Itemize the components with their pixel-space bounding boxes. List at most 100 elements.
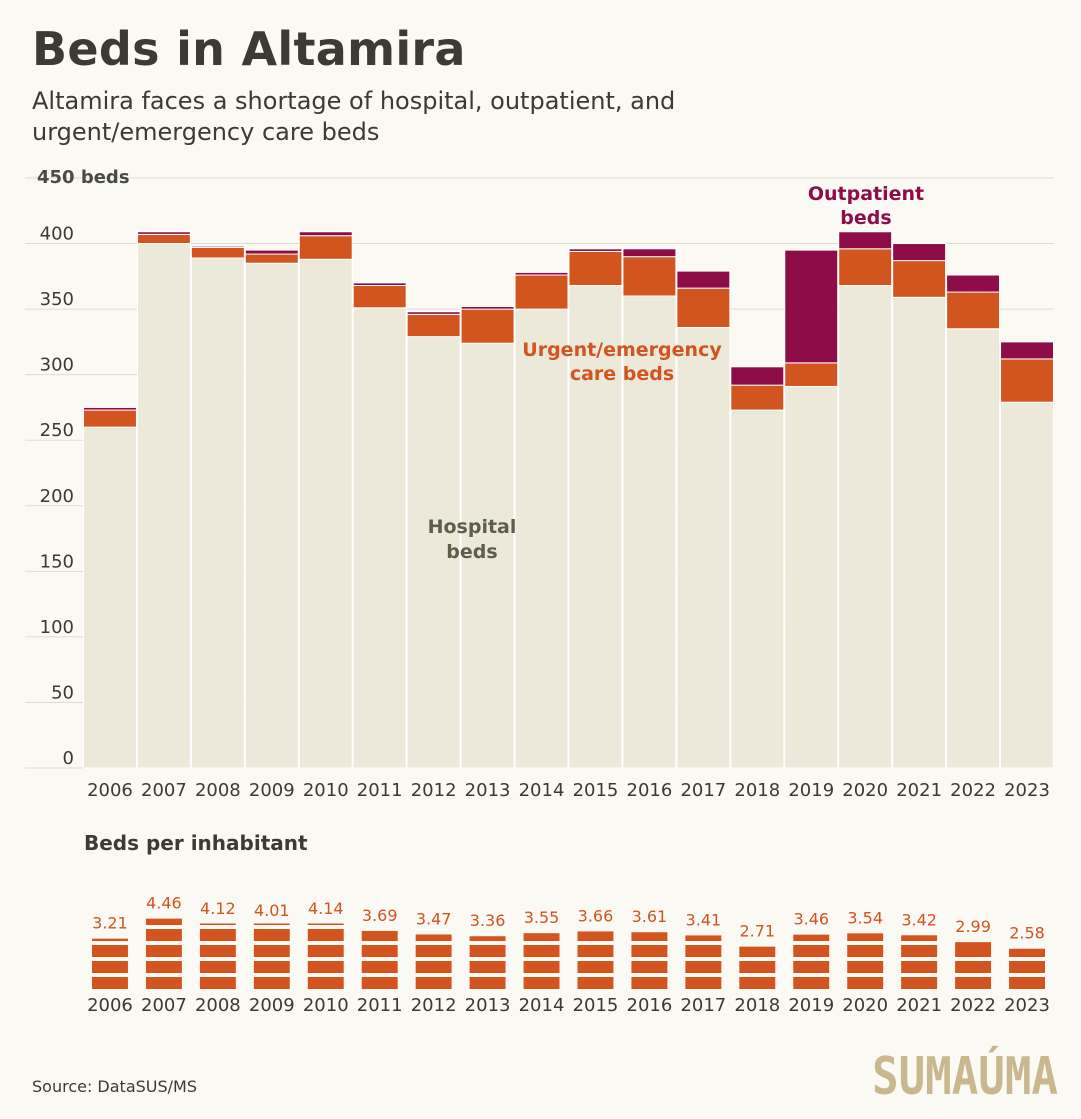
per-capita-segment — [1009, 948, 1045, 957]
y-tick-label: 50 — [51, 682, 74, 703]
y-tick-label: 150 — [40, 551, 74, 572]
y-tick-label: 100 — [40, 617, 74, 638]
per-capita-segment — [577, 931, 614, 941]
per-capita-segment — [631, 932, 668, 941]
per-capita-segment — [739, 946, 776, 957]
urgent-bar — [83, 409, 137, 428]
per-capita-value-label: 3.54 — [847, 908, 883, 927]
per-capita-value-label: 3.47 — [416, 909, 452, 928]
x-tick-label: 2020 — [842, 780, 888, 801]
per-capita-x-label: 2020 — [842, 995, 888, 1016]
per-capita-segment — [145, 929, 182, 941]
outpatient-bar — [676, 270, 731, 289]
per-capita-segment — [955, 961, 992, 973]
hospital-bar — [892, 296, 947, 769]
hospital-series-label: Hospital — [428, 516, 517, 538]
per-capita-value-label: 3.61 — [632, 907, 668, 926]
hospital-bar — [730, 409, 785, 769]
hospital-series-label: beds — [446, 541, 497, 563]
per-capita-x-label: 2010 — [303, 995, 349, 1016]
x-tick-label: 2013 — [465, 780, 511, 801]
per-capita-segment — [469, 936, 506, 941]
per-capita-segment — [469, 961, 506, 973]
hospital-bar — [784, 385, 839, 769]
per-capita-segment — [793, 961, 830, 973]
per-capita-segment — [739, 961, 776, 973]
per-capita-segment — [685, 945, 722, 957]
per-capita-segment — [253, 961, 290, 973]
per-capita-segment — [145, 977, 182, 989]
per-capita-segment — [955, 942, 992, 957]
x-tick-label: 2007 — [141, 780, 187, 801]
x-tick-label: 2012 — [411, 780, 457, 801]
urgent-bar — [730, 384, 785, 411]
per-capita-segment — [415, 934, 452, 941]
outpatient-bar — [838, 231, 893, 250]
svg-text:SUMAÚMA: SUMAÚMA — [872, 1045, 1058, 1106]
urgent-series-label: care beds — [570, 363, 674, 385]
per-capita-value-label: 2.71 — [739, 922, 775, 941]
outpatient-bar — [406, 311, 461, 315]
hospital-bar — [190, 257, 245, 769]
urgent-bar — [622, 256, 677, 297]
hospital-bar — [298, 258, 353, 769]
per-capita-value-label: 3.69 — [362, 906, 398, 925]
per-capita-segment — [253, 929, 290, 941]
per-capita-value-label: 3.46 — [793, 910, 829, 929]
per-capita-segment — [361, 977, 398, 989]
y-tick-label: 200 — [40, 486, 74, 507]
per-capita-segment — [685, 977, 722, 989]
per-capita-title: Beds per inhabitant — [84, 831, 308, 855]
urgent-bar — [568, 250, 623, 287]
per-capita-segment — [739, 977, 776, 989]
per-capita-segment — [145, 961, 182, 973]
per-capita-x-label: 2015 — [573, 995, 619, 1016]
outpatient-bar — [622, 248, 677, 258]
per-capita-segment — [901, 977, 938, 989]
per-capita-segment — [847, 977, 884, 989]
per-capita-value-label: 4.12 — [200, 899, 236, 918]
per-capita-value-label: 4.01 — [254, 901, 290, 920]
per-capita-segment — [577, 977, 614, 989]
x-tick-label: 2009 — [249, 780, 295, 801]
x-tick-label: 2016 — [627, 780, 673, 801]
urgent-bar — [298, 235, 353, 260]
y-top-label: 450 beds — [37, 167, 130, 188]
per-capita-value-label: 2.58 — [1009, 924, 1045, 943]
per-capita-segment — [901, 961, 938, 973]
per-capita-segment — [307, 945, 344, 957]
hospital-bar — [514, 308, 569, 769]
per-capita-x-label: 2022 — [950, 995, 996, 1016]
outpatient-bar — [946, 274, 1001, 293]
outpatient-bar — [460, 305, 515, 310]
per-capita-value-label: 2.99 — [955, 917, 991, 936]
per-capita-segment — [793, 977, 830, 989]
per-capita-segment — [415, 945, 452, 957]
per-capita-value-label: 4.46 — [146, 894, 182, 913]
per-capita-segment — [685, 961, 722, 973]
outpatient-bar — [730, 366, 785, 386]
per-capita-segment — [901, 945, 938, 957]
urgent-bar — [1000, 358, 1054, 403]
hospital-bar — [352, 307, 407, 769]
per-capita-value-label: 3.36 — [470, 911, 506, 930]
per-capita-segment — [307, 923, 344, 925]
x-tick-label: 2010 — [303, 780, 349, 801]
per-capita-value-label: 3.55 — [524, 908, 560, 927]
y-tick-label: 350 — [40, 289, 74, 310]
per-capita-segment — [361, 930, 398, 941]
urgent-bar — [352, 285, 407, 309]
per-capita-x-label: 2021 — [896, 995, 942, 1016]
urgent-bar — [244, 253, 299, 264]
per-capita-segment — [415, 977, 452, 989]
hospital-bar — [244, 262, 299, 769]
per-capita-segment — [199, 977, 236, 989]
per-capita-segment — [361, 945, 398, 957]
per-capita-value-label: 3.66 — [578, 906, 614, 925]
x-tick-label: 2023 — [1004, 780, 1050, 801]
per-capita-x-label: 2011 — [357, 995, 403, 1016]
per-capita-segment — [523, 977, 560, 989]
urgent-bar — [946, 291, 1001, 330]
per-capita-x-label: 2006 — [87, 995, 133, 1016]
x-tick-label: 2022 — [950, 780, 996, 801]
